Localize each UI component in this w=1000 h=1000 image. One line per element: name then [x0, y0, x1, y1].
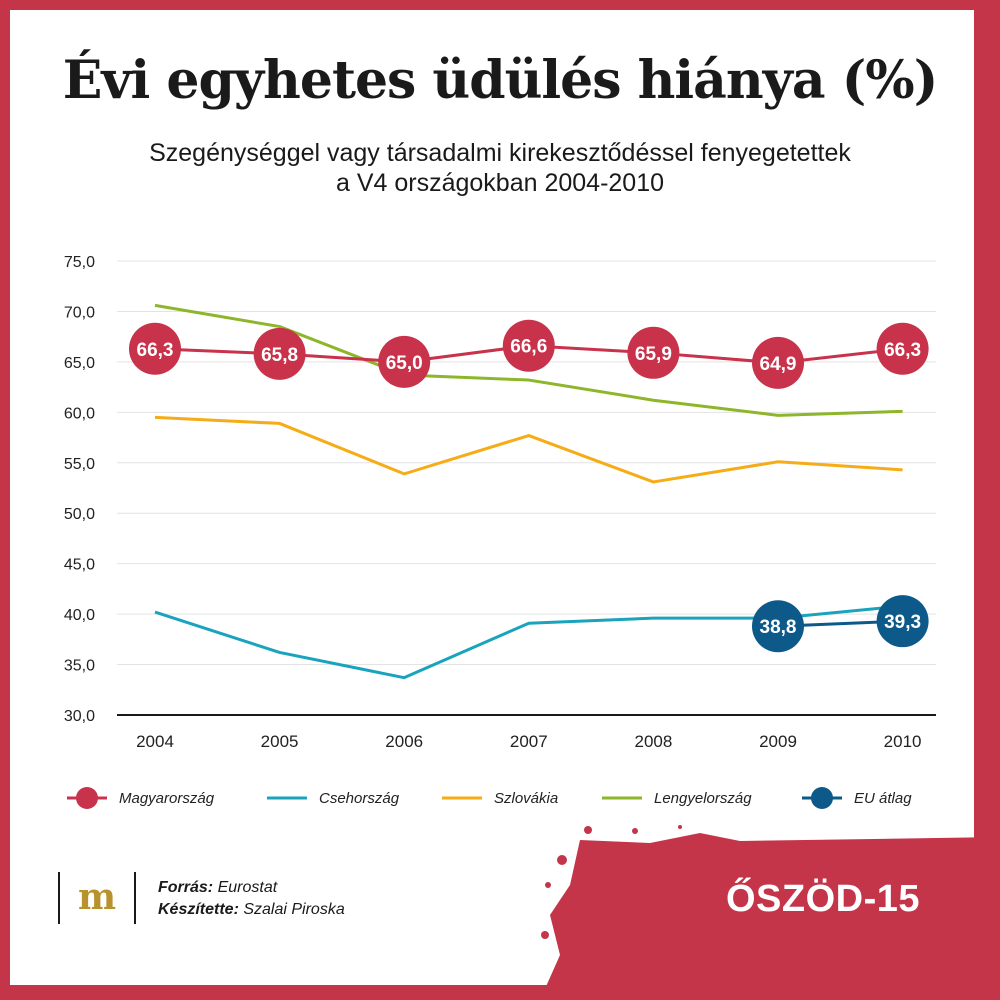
chart-subtitle: Szegénységgel vagy társadalmi kirekesztő…	[0, 138, 1000, 198]
y-tick-label: 55,0	[64, 456, 95, 473]
source-label: Forrás:	[158, 879, 214, 896]
data-label: 66,6	[510, 337, 547, 358]
x-tick-label: 2007	[510, 732, 548, 751]
subtitle-line-1: Szegénységgel vagy társadalmi kirekesztő…	[149, 139, 851, 167]
x-tick-label: 2004	[136, 732, 174, 751]
y-tick-label: 60,0	[64, 405, 95, 422]
card-background	[10, 10, 974, 985]
y-tick-label: 75,0	[64, 254, 95, 271]
chart-title: Évi egyhetes üdülés hiánya (%)	[62, 50, 939, 111]
bottom-strip	[0, 985, 1000, 1000]
author-label: Készítette:	[158, 901, 239, 918]
legend-swatch	[602, 796, 642, 800]
data-point	[253, 327, 306, 380]
source-value: Eurostat	[213, 879, 278, 896]
legend-label: Magyarország	[119, 789, 215, 807]
data-label: 65,9	[635, 344, 672, 365]
line-chart: 30,0 35,0 40,0 45,0 50,0 55,0 60,0 65,0 70,0 75,0…	[64, 254, 936, 751]
legend-label: Lengyelország	[654, 789, 752, 807]
y-tick-label: 50,0	[64, 506, 95, 523]
legend-label: Csehország	[319, 789, 400, 807]
logo: m	[58, 872, 136, 924]
data-label: 66,3	[884, 340, 921, 361]
logo-letter: m	[77, 876, 117, 918]
legend-swatch	[267, 796, 307, 800]
data-label: 65,8	[261, 345, 298, 366]
data-point	[627, 326, 680, 379]
data-point	[876, 322, 929, 375]
credits: Forrás: Eurostat Készítette: Szalai Piro…	[158, 877, 345, 921]
data-label: 65,0	[386, 353, 423, 374]
series-line-2	[154, 415, 903, 484]
y-tick-label: 70,0	[64, 304, 95, 321]
data-point	[502, 319, 555, 372]
series-line-3	[154, 303, 903, 417]
legend-item: Csehország	[265, 785, 399, 811]
x-tick-label: 2006	[385, 732, 423, 751]
legend-swatch	[802, 787, 842, 809]
brand-name: ŐSZÖD-15	[726, 878, 921, 920]
legend-label: Szlovákia	[494, 789, 559, 807]
legend-item: Szlovákia	[440, 785, 558, 811]
data-point	[876, 595, 929, 648]
brand-banner	[540, 825, 1000, 1000]
x-tick-label: 2005	[261, 732, 299, 751]
legend-item: EU átlag	[800, 785, 912, 811]
chart-legend: Magyarország Csehország Szlovákia Lengyelor…	[60, 785, 960, 811]
data-point	[752, 336, 804, 389]
x-tick-label: 2008	[634, 732, 672, 751]
data-label: 39,3	[884, 612, 921, 633]
data-label: 64,9	[760, 354, 797, 375]
y-tick-label: 40,0	[64, 607, 95, 624]
y-tick-label: 35,0	[64, 658, 95, 675]
x-tick-label: 2010	[884, 732, 922, 751]
y-tick-label: 45,0	[64, 557, 95, 574]
author-line: Készítette: Szalai Piroska	[158, 899, 345, 921]
y-tick-label: 30,0	[64, 708, 95, 725]
author-value: Szalai Piroska	[238, 901, 345, 918]
legend-swatch	[442, 796, 482, 800]
data-point	[378, 335, 431, 388]
x-tick-label: 2009	[759, 732, 797, 751]
legend-item: Lengyelország	[600, 785, 752, 811]
subtitle-line-2: a V4 országokban 2004-2010	[335, 169, 665, 197]
data-point	[129, 322, 181, 375]
source-line: Forrás: Eurostat	[158, 877, 345, 899]
data-label: 66,3	[137, 340, 174, 361]
legend-label: EU átlag	[854, 789, 912, 807]
data-label: 38,8	[760, 617, 797, 638]
legend-swatch	[67, 787, 107, 809]
data-point	[752, 600, 804, 653]
y-tick-label: 65,0	[64, 355, 95, 372]
legend-item: Magyarország	[65, 785, 214, 811]
